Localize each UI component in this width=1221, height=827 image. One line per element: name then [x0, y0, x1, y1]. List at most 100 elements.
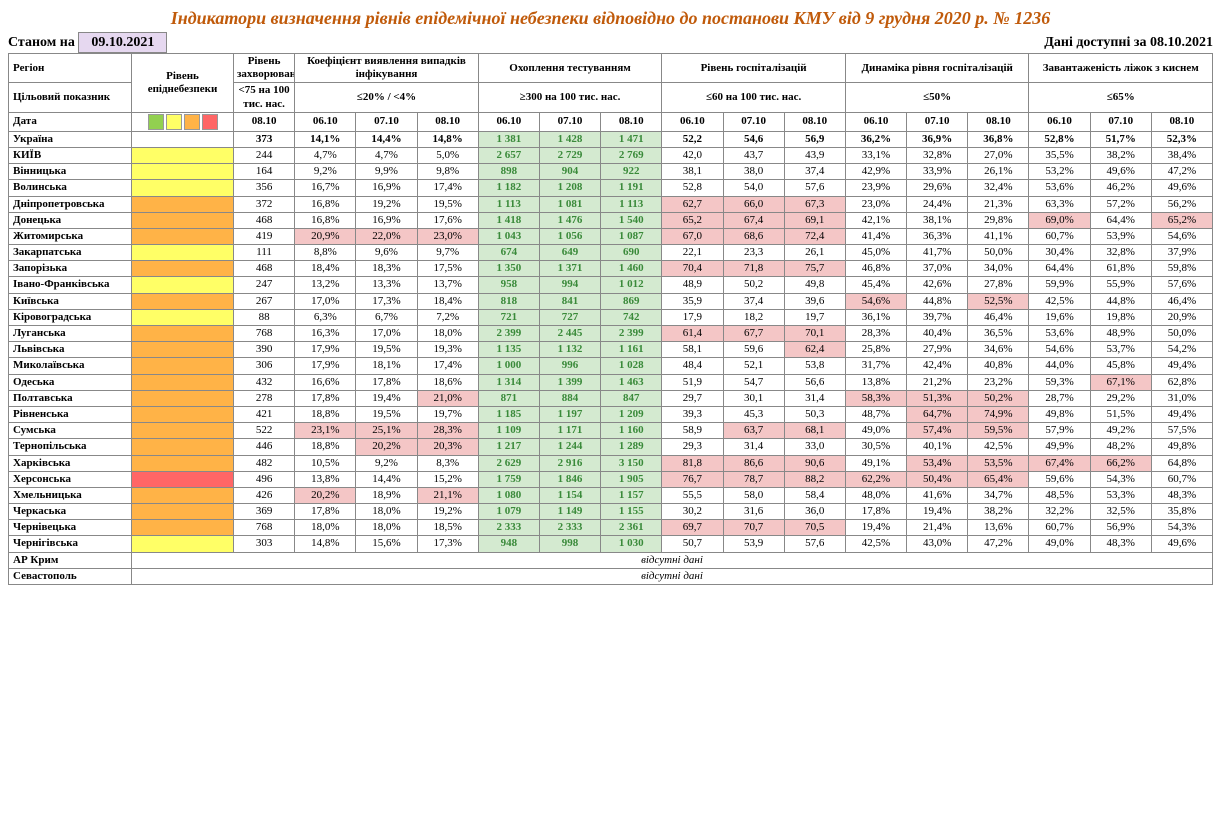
- data-cell: 52,8: [662, 180, 723, 196]
- data-cell: 1 208: [539, 180, 600, 196]
- data-cell: 1 182: [478, 180, 539, 196]
- data-cell: 2 399: [478, 326, 539, 342]
- data-cell: 53,2%: [1029, 164, 1090, 180]
- data-cell: 17,0%: [356, 326, 417, 342]
- data-cell: 42,5%: [845, 536, 906, 552]
- data-cell: 1 846: [539, 471, 600, 487]
- data-cell: 59,8%: [1151, 261, 1212, 277]
- data-cell: 32,5%: [1090, 504, 1151, 520]
- level-cell: [132, 536, 234, 552]
- data-cell: 419: [234, 228, 295, 244]
- data-cell: 52,5%: [968, 293, 1029, 309]
- data-cell: 1 135: [478, 342, 539, 358]
- table-row: Вінницька1649,2%9,9%9,8%89890492238,138,…: [9, 164, 1213, 180]
- data-cell: 36,8%: [968, 131, 1029, 147]
- data-cell: 61,8%: [1090, 261, 1151, 277]
- data-cell: 64,8%: [1151, 455, 1212, 471]
- data-cell: 9,9%: [356, 164, 417, 180]
- as-of-date: 09.10.2021: [78, 32, 167, 53]
- data-cell: 71,8: [723, 261, 784, 277]
- level-cell: [132, 326, 234, 342]
- data-cell: 19,4%: [845, 520, 906, 536]
- data-cell: 1 463: [601, 374, 662, 390]
- data-cell: 1 217: [478, 439, 539, 455]
- data-cell: 49,6%: [1151, 536, 1212, 552]
- data-cell: 522: [234, 423, 295, 439]
- level-cell: [132, 487, 234, 503]
- data-cell: 19,6%: [1029, 309, 1090, 325]
- data-cell: 869: [601, 293, 662, 309]
- data-cell: 53,9%: [1090, 228, 1151, 244]
- region-cell: Одеська: [9, 374, 132, 390]
- h-beds-t: ≤65%: [1029, 83, 1213, 112]
- data-cell: 42,9%: [845, 164, 906, 180]
- data-cell: 1 171: [539, 423, 600, 439]
- data-cell: 1 155: [601, 504, 662, 520]
- data-cell: 68,6: [723, 228, 784, 244]
- data-cell: 49,4%: [1151, 358, 1212, 374]
- data-cell: 57,2%: [1090, 196, 1151, 212]
- nodata-row: АР Кримвідсутні дані: [9, 552, 1213, 568]
- data-cell: 18,8%: [295, 406, 356, 422]
- data-cell: 390: [234, 342, 295, 358]
- table-row: Полтавська27817,8%19,4%21,0%87188484729,…: [9, 390, 1213, 406]
- data-cell: 20,9%: [295, 228, 356, 244]
- data-cell: 2 333: [539, 520, 600, 536]
- data-cell: 1 043: [478, 228, 539, 244]
- data-cell: 2 657: [478, 147, 539, 163]
- data-cell: 52,2: [662, 131, 723, 147]
- data-cell: 14,1%: [295, 131, 356, 147]
- data-cell: 1 157: [601, 487, 662, 503]
- data-cell: 32,8%: [907, 147, 968, 163]
- data-cell: 1 476: [539, 212, 600, 228]
- data-cell: 690: [601, 245, 662, 261]
- data-cell: 29,2%: [1090, 390, 1151, 406]
- data-cell: 14,8%: [295, 536, 356, 552]
- data-cell: 742: [601, 309, 662, 325]
- data-cell: 69,0%: [1029, 212, 1090, 228]
- data-cell: 16,9%: [356, 180, 417, 196]
- data-cell: 90,6: [784, 455, 845, 471]
- region-cell: Севастополь: [9, 568, 132, 584]
- data-cell: 19,4%: [907, 504, 968, 520]
- data-cell: 13,3%: [356, 277, 417, 293]
- d-morb: 08.10: [234, 112, 295, 131]
- data-cell: 70,5: [784, 520, 845, 536]
- data-cell: 40,1%: [907, 439, 968, 455]
- table-row: Закарпатська1118,8%9,6%9,7%67464969022,1…: [9, 245, 1213, 261]
- h-level: Рівень епіднебезпеки: [132, 54, 234, 113]
- table-row: Івано-Франківська24713,2%13,3%13,7%95899…: [9, 277, 1213, 293]
- data-cell: 1 000: [478, 358, 539, 374]
- data-cell: 48,3%: [1090, 536, 1151, 552]
- legend-yellow: [166, 114, 182, 130]
- data-cell: 33,9%: [907, 164, 968, 180]
- data-cell: 16,7%: [295, 180, 356, 196]
- legend: [132, 112, 234, 131]
- data-cell: 62,8%: [1151, 374, 1212, 390]
- data-cell: 1 905: [601, 471, 662, 487]
- level-cell: [132, 439, 234, 455]
- data-cell: 66,0: [723, 196, 784, 212]
- data-cell: 904: [539, 164, 600, 180]
- data-cell: 88: [234, 309, 295, 325]
- table-row: Миколаївська30617,9%18,1%17,4%1 0009961 …: [9, 358, 1213, 374]
- data-cell: 30,4%: [1029, 245, 1090, 261]
- data-cell: 56,2%: [1151, 196, 1212, 212]
- h-region: Регіон: [9, 54, 132, 83]
- region-cell: Луганська: [9, 326, 132, 342]
- data-cell: 64,4%: [1090, 212, 1151, 228]
- data-cell: 38,2%: [968, 504, 1029, 520]
- data-cell: 43,0%: [907, 536, 968, 552]
- data-cell: 164: [234, 164, 295, 180]
- data-cell: 50,2%: [968, 390, 1029, 406]
- table-row: Дніпропетровська37216,8%19,2%19,5%1 1131…: [9, 196, 1213, 212]
- level-cell: [132, 196, 234, 212]
- data-cell: 44,8%: [1090, 293, 1151, 309]
- data-cell: 65,4%: [968, 471, 1029, 487]
- data-cell: 21,2%: [907, 374, 968, 390]
- data-cell: 36,1%: [845, 309, 906, 325]
- table-body: Україна37314,1%14,4%14,8%1 3811 4281 471…: [9, 131, 1213, 584]
- region-cell: Київська: [9, 293, 132, 309]
- table-row: КИЇВ2444,7%4,7%5,0%2 6572 7292 76942,043…: [9, 147, 1213, 163]
- region-cell: АР Крим: [9, 552, 132, 568]
